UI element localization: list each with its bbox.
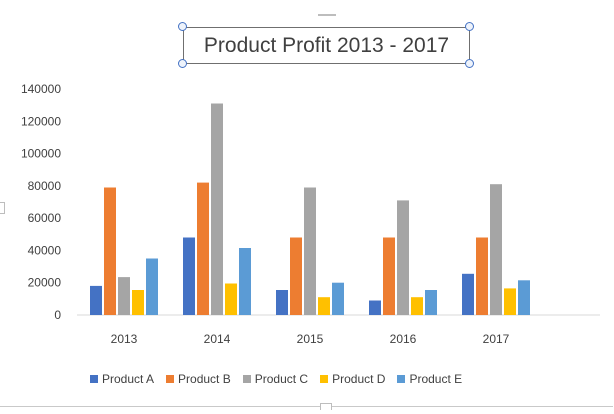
legend-label: Product B xyxy=(178,372,231,386)
bar-product-e-2013[interactable] xyxy=(146,258,158,316)
bar-product-b-2016[interactable] xyxy=(383,237,395,316)
y-tick-label: 120000 xyxy=(21,114,61,128)
y-tick-label: 20000 xyxy=(28,276,62,290)
chart-title: Product Profit 2013 - 2017 xyxy=(203,33,450,57)
bar-product-e-2015[interactable] xyxy=(332,282,344,315)
bar-product-b-2015[interactable] xyxy=(290,237,302,316)
bar-product-e-2014[interactable] xyxy=(239,248,251,315)
title-handle-bottom-right[interactable] xyxy=(465,59,474,68)
legend-swatch xyxy=(166,375,175,383)
bottom-resize-handle[interactable] xyxy=(320,403,332,410)
x-tick-label: 2013 xyxy=(111,332,138,346)
legend-item[interactable]: Product C xyxy=(242,372,309,386)
bar-product-e-2017[interactable] xyxy=(518,280,530,315)
legend-item[interactable]: Product A xyxy=(90,372,154,386)
y-tick-label: 100000 xyxy=(21,147,61,161)
bar-product-a-2017[interactable] xyxy=(462,273,474,315)
title-handle-top-left[interactable] xyxy=(178,22,187,31)
y-tick-label: 140000 xyxy=(21,82,61,96)
legend-item[interactable]: Product D xyxy=(320,372,385,386)
bar-product-d-2017[interactable] xyxy=(504,288,516,315)
bar-product-a-2013[interactable] xyxy=(90,285,102,315)
bar-product-b-2014[interactable] xyxy=(197,182,209,315)
x-tick-label: 2016 xyxy=(390,332,417,346)
bar-product-c-2017[interactable] xyxy=(490,184,502,315)
legend-label: Product E xyxy=(409,372,463,386)
left-resize-handle[interactable] xyxy=(0,202,5,214)
bar-product-b-2017[interactable] xyxy=(476,237,488,316)
title-handle-bottom-left[interactable] xyxy=(178,59,187,68)
y-tick-label: 0 xyxy=(54,308,61,322)
bar-product-d-2014[interactable] xyxy=(225,283,237,316)
bar-product-c-2014[interactable] xyxy=(211,103,223,316)
bar-product-d-2013[interactable] xyxy=(132,290,144,315)
x-tick-label: 2015 xyxy=(297,332,324,346)
bar-product-a-2016[interactable] xyxy=(369,300,381,316)
legend-swatch xyxy=(90,375,98,383)
x-tick-label: 2014 xyxy=(204,332,231,346)
bar-product-a-2014[interactable] xyxy=(183,237,195,316)
legend-label: Product A xyxy=(102,372,155,386)
top-edge-marker xyxy=(318,8,336,16)
title-handle-top-right[interactable] xyxy=(465,22,474,31)
legend-swatch xyxy=(397,375,406,383)
legend-item[interactable]: Product E xyxy=(397,372,462,386)
legend-label: Product C xyxy=(254,372,309,386)
bar-product-d-2015[interactable] xyxy=(318,297,330,315)
legend-label: Product D xyxy=(332,372,386,386)
x-tick-label: 2017 xyxy=(483,332,510,346)
bar-product-c-2016[interactable] xyxy=(397,200,409,315)
y-tick-label: 40000 xyxy=(28,243,62,257)
legend-item[interactable]: Product B xyxy=(166,372,231,386)
bar-product-d-2016[interactable] xyxy=(411,297,423,315)
bar-product-e-2016[interactable] xyxy=(425,290,437,315)
legend-swatch xyxy=(242,375,251,383)
bar-product-c-2015[interactable] xyxy=(304,187,316,316)
legend-swatch xyxy=(320,375,329,383)
chart-title-box[interactable]: Product Profit 2013 - 2017 xyxy=(183,27,470,64)
bar-product-b-2013[interactable] xyxy=(104,187,116,316)
bar-product-c-2013[interactable] xyxy=(118,277,130,315)
y-tick-label: 60000 xyxy=(28,211,62,225)
bar-product-a-2015[interactable] xyxy=(276,290,288,315)
chart-area[interactable] xyxy=(0,2,613,407)
legend: Product A Product B Product C Product D Prod… xyxy=(90,370,462,388)
y-tick-label: 80000 xyxy=(28,179,62,193)
